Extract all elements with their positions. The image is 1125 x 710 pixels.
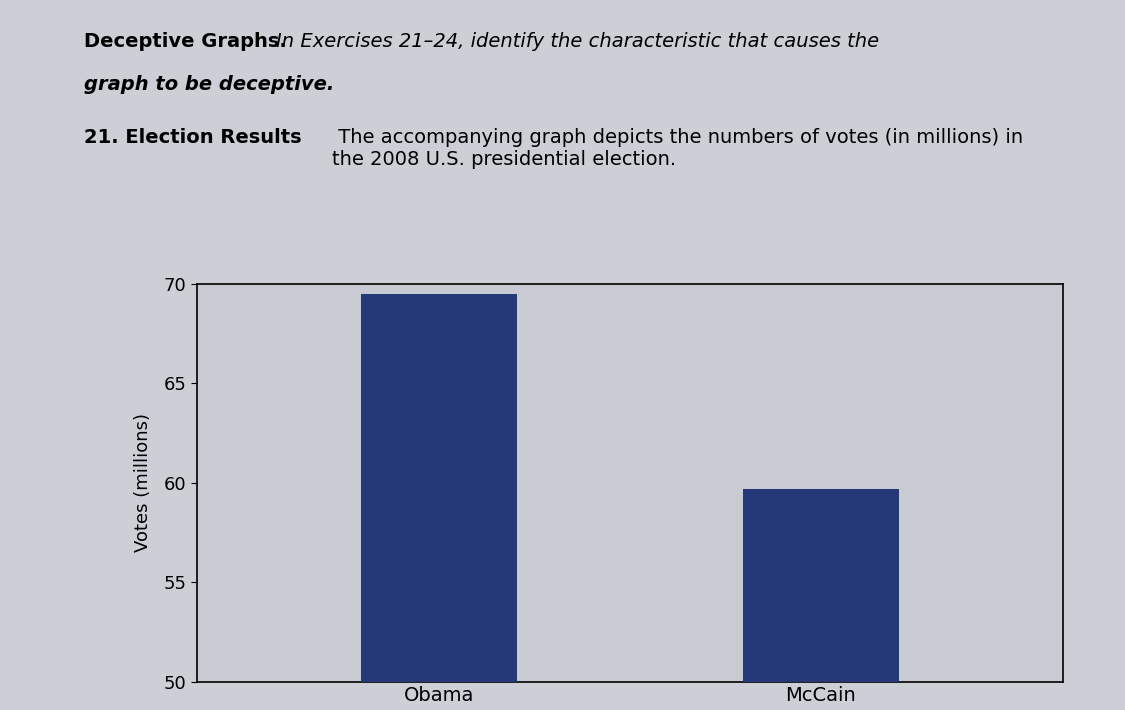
Text: The accompanying graph depicts the numbers of votes (in millions) in
the 2008 U.: The accompanying graph depicts the numbe… <box>332 128 1023 169</box>
Text: 21. Election Results: 21. Election Results <box>84 128 302 147</box>
Bar <box>361 294 518 682</box>
Text: Deceptive Graphs.: Deceptive Graphs. <box>84 32 287 51</box>
Text: In Exercises 21–24, identify the characteristic that causes the: In Exercises 21–24, identify the charact… <box>276 32 879 51</box>
Text: graph to be deceptive.: graph to be deceptive. <box>84 75 334 94</box>
Y-axis label: Votes (millions): Votes (millions) <box>134 413 152 552</box>
Bar <box>742 488 899 682</box>
